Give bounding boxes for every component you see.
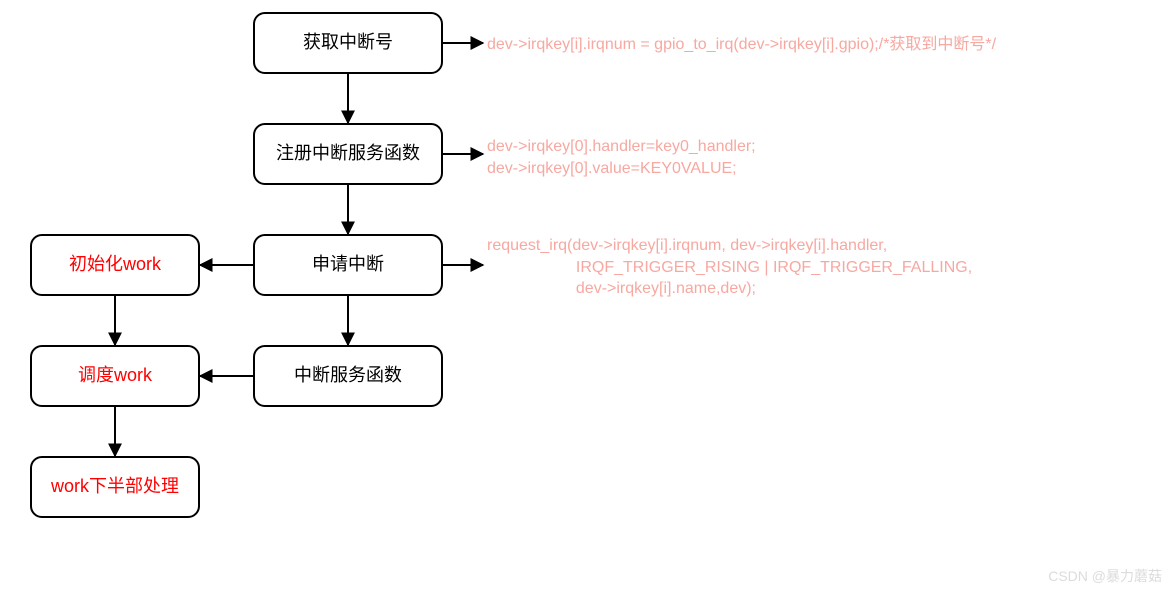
node-work-bottom: work下半部处理 [30, 456, 200, 518]
node-get-irq: 获取中断号 [253, 12, 443, 74]
node-request-irq: 申请中断 [253, 234, 443, 296]
watermark: CSDN @暴力蘑菇 [1048, 566, 1162, 586]
node-schedule-work: 调度work [30, 345, 200, 407]
annotation-request-irq: request_irq(dev->irqkey[i].irqnum, dev->… [487, 235, 972, 300]
node-register-isr: 注册中断服务函数 [253, 123, 443, 185]
node-init-work: 初始化work [30, 234, 200, 296]
node-isr: 中断服务函数 [253, 345, 443, 407]
annotation-register: dev->irqkey[0].handler=key0_handler; dev… [487, 136, 756, 179]
annotation-get-irq: dev->irqkey[i].irqnum = gpio_to_irq(dev-… [487, 34, 996, 56]
